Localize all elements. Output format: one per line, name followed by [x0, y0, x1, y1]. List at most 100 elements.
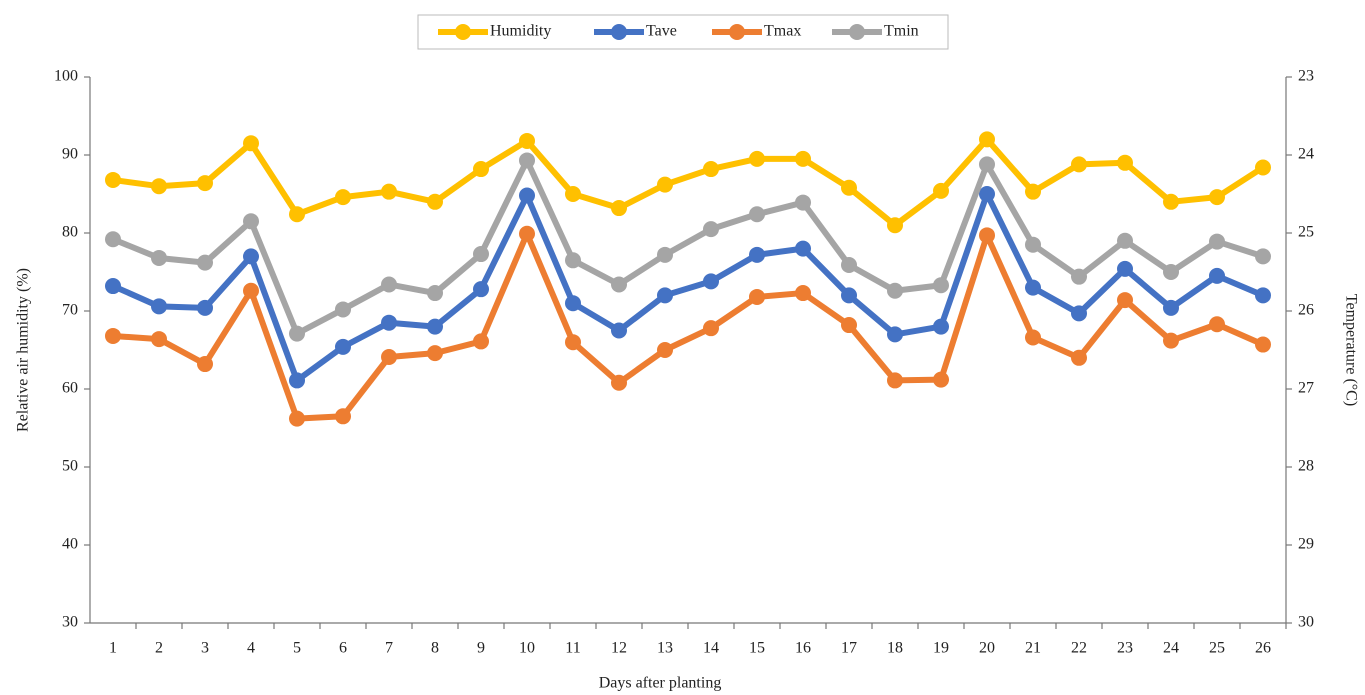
series-marker — [473, 161, 489, 178]
x-tick-label: 17 — [841, 640, 857, 657]
y2-axis-title: Temperature (°C) — [1342, 294, 1359, 406]
series-marker — [795, 150, 811, 167]
series-marker — [105, 327, 121, 344]
x-tick-label: 9 — [477, 640, 485, 657]
series-marker — [657, 342, 673, 358]
series-marker — [841, 179, 857, 196]
series-marker — [105, 171, 121, 188]
series-marker — [1071, 156, 1087, 173]
x-tick-label: 2 — [155, 640, 163, 657]
series-marker — [1071, 305, 1087, 322]
x-tick-label: 21 — [1025, 640, 1041, 657]
series-marker — [381, 314, 397, 331]
series-marker — [1071, 268, 1087, 285]
y-tick-label: 100 — [54, 68, 78, 85]
legend-label: Tmax — [764, 23, 801, 40]
series-marker — [473, 281, 489, 298]
series-line — [112, 230, 1265, 422]
series-marker — [519, 132, 535, 149]
x-axis-title: Days after planting — [599, 675, 722, 692]
series-marker — [1025, 236, 1041, 253]
y-tick-label: 50 — [62, 458, 78, 475]
legend-label: Humidity — [490, 23, 551, 40]
x-tick-label: 1 — [109, 640, 117, 657]
series-marker — [1117, 292, 1133, 309]
series-marker — [887, 282, 903, 299]
series-marker — [887, 326, 903, 343]
series-marker — [289, 206, 305, 223]
legend-label: Tave — [646, 23, 677, 40]
series-marker — [887, 217, 903, 234]
series-marker — [519, 152, 535, 169]
series-marker — [1209, 316, 1225, 333]
series-marker — [1255, 159, 1271, 176]
y2-tick-label: 29 — [1298, 536, 1314, 553]
series-marker — [105, 278, 121, 295]
series-marker — [703, 273, 719, 290]
series-marker — [749, 246, 765, 263]
x-tick-label: 14 — [703, 640, 719, 657]
series-marker — [1117, 232, 1133, 249]
series-marker — [427, 345, 443, 362]
series-marker — [1163, 193, 1179, 210]
series-marker — [197, 299, 213, 316]
series-marker — [151, 249, 167, 266]
series-marker — [197, 175, 213, 192]
series-marker — [1163, 299, 1179, 316]
series-marker — [335, 338, 351, 355]
series-marker — [841, 317, 857, 334]
y-tick-label: 30 — [62, 614, 78, 631]
series-marker — [289, 410, 305, 427]
y-tick-label: 90 — [62, 146, 78, 163]
x-tick-label: 12 — [611, 640, 627, 657]
series-marker — [519, 187, 535, 204]
x-tick-label: 7 — [385, 640, 393, 657]
series-marker — [657, 246, 673, 263]
y-axis-title: Relative air humidity (%) — [15, 268, 32, 432]
series-marker — [1117, 260, 1133, 277]
x-tick-label: 24 — [1163, 640, 1179, 657]
y-tick-label: 70 — [62, 302, 78, 319]
series-marker — [243, 213, 259, 230]
series-marker — [933, 371, 949, 388]
series-marker — [105, 231, 121, 248]
x-tick-label: 16 — [795, 640, 811, 657]
x-tick-label: 25 — [1209, 640, 1225, 657]
x-tick-label: 3 — [201, 640, 209, 657]
series-marker — [795, 194, 811, 211]
series-marker — [243, 248, 259, 265]
x-tick-label: 15 — [749, 640, 765, 657]
x-tick-label: 4 — [247, 640, 255, 657]
series-marker — [151, 298, 167, 315]
series-marker — [1255, 336, 1271, 353]
series-marker — [1255, 248, 1271, 265]
series-marker — [427, 318, 443, 335]
legend-swatch-marker — [611, 24, 627, 40]
series-marker — [933, 318, 949, 335]
series-marker — [1255, 287, 1271, 304]
y2-tick-label: 30 — [1298, 614, 1314, 631]
series-marker — [381, 349, 397, 366]
series-marker — [151, 331, 167, 348]
legend-swatch-marker — [849, 24, 865, 40]
series-marker — [611, 200, 627, 217]
x-tick-label: 8 — [431, 640, 439, 657]
y-tick-label: 80 — [62, 224, 78, 241]
series-marker — [795, 285, 811, 302]
series-marker — [197, 254, 213, 271]
series-marker — [473, 246, 489, 263]
y2-tick-label: 25 — [1298, 224, 1314, 241]
legend-swatch-marker — [729, 24, 745, 40]
y-tick-label: 60 — [62, 380, 78, 397]
series-marker — [749, 150, 765, 167]
x-tick-label: 6 — [339, 640, 347, 657]
series-marker — [611, 276, 627, 293]
series-marker — [427, 285, 443, 302]
x-tick-label: 19 — [933, 640, 949, 657]
series-marker — [289, 372, 305, 389]
series-marker — [565, 295, 581, 312]
y2-tick-label: 26 — [1298, 302, 1314, 319]
series-marker — [151, 178, 167, 195]
series-marker — [657, 176, 673, 193]
